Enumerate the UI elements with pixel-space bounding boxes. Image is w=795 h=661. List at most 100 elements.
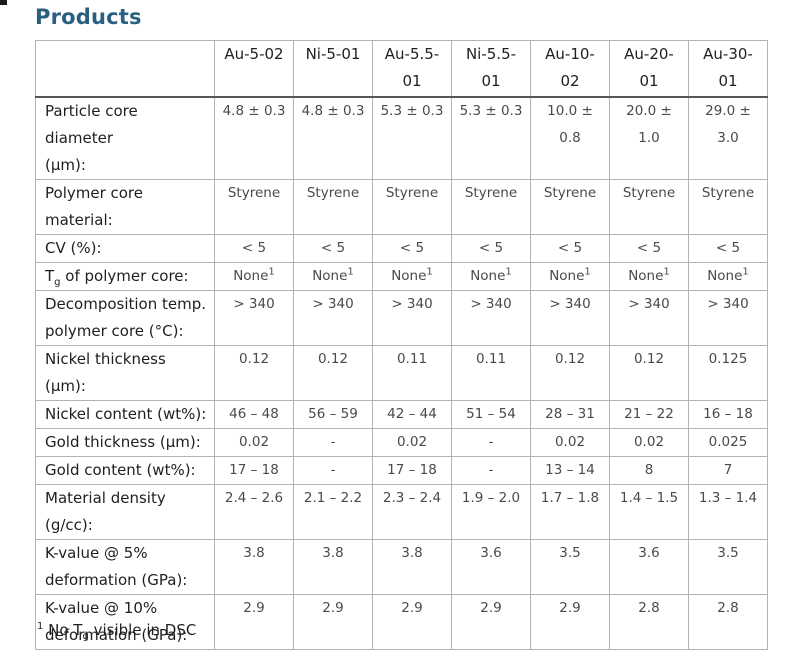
cell-value: > 340 — [451, 290, 531, 346]
cell-value: Styrene — [530, 179, 610, 235]
column-header-5: Au-10- 02 — [530, 40, 610, 98]
cell-value: > 340 — [530, 290, 610, 346]
table-row-7: Nickel content (wt%): 46 – 48 56 – 59 42 – … — [35, 400, 768, 429]
column-header-3: Au-5.5- 01 — [372, 40, 452, 98]
column-header-1: Au-5-02 — [214, 40, 294, 98]
cell-value: Styrene — [293, 179, 373, 235]
table-row-4: Tg of polymer core: None1 None1 None1 None1 N… — [35, 262, 768, 291]
row-label: K-value @ 10% deformation (GPa): — [35, 594, 215, 650]
cell-value: 1.7 – 1.8 — [530, 484, 610, 540]
cell-value: 1.4 – 1.5 — [609, 484, 689, 540]
cell-value: < 5 — [530, 234, 610, 263]
cell-value: - — [451, 456, 531, 485]
cell-value: 1.9 – 2.0 — [451, 484, 531, 540]
row-label: Gold content (wt%): — [35, 456, 215, 485]
cell-value: None1 — [688, 262, 768, 291]
row-label: Gold thickness (µm): — [35, 428, 215, 457]
cell-value: 3.5 — [530, 539, 610, 595]
cell-value: 3.8 — [372, 539, 452, 595]
corner-mark — [0, 0, 7, 5]
cell-value: 5.3 ± 0.3 — [451, 96, 531, 180]
cell-value: 56 – 59 — [293, 400, 373, 429]
cell-value: < 5 — [372, 234, 452, 263]
cell-value: 0.11 — [451, 345, 531, 401]
cell-value: Styrene — [214, 179, 294, 235]
row-label: Nickel thickness (µm): — [35, 345, 215, 401]
row-label: Tg of polymer core: — [35, 262, 215, 291]
cell-value: - — [293, 428, 373, 457]
cell-value: 0.12 — [609, 345, 689, 401]
cell-value: > 340 — [609, 290, 689, 346]
cell-value: 42 – 44 — [372, 400, 452, 429]
cell-value: 4.8 ± 0.3 — [214, 96, 294, 180]
cell-value: 17 – 18 — [372, 456, 452, 485]
cell-value: 0.12 — [530, 345, 610, 401]
table-row-5: Decomposition temp. polymer core (°C): > 3… — [35, 290, 768, 346]
cell-value: 0.125 — [688, 345, 768, 401]
cell-value: - — [451, 428, 531, 457]
cell-value: 2.8 — [688, 594, 768, 650]
cell-value: 2.9 — [530, 594, 610, 650]
cell-value: < 5 — [451, 234, 531, 263]
cell-value: Styrene — [609, 179, 689, 235]
cell-value: 2.9 — [214, 594, 294, 650]
row-label: Decomposition temp. polymer core (°C): — [35, 290, 215, 346]
cell-value: 2.9 — [372, 594, 452, 650]
cell-value: 51 – 54 — [451, 400, 531, 429]
cell-value: 7 — [688, 456, 768, 485]
cell-value: 0.02 — [609, 428, 689, 457]
cell-value: > 340 — [688, 290, 768, 346]
table-row-11: K-value @ 5% deformation (GPa): 3.8 3.8 3.8 3… — [35, 539, 768, 595]
cell-value: 21 – 22 — [609, 400, 689, 429]
cell-value: < 5 — [688, 234, 768, 263]
cell-value: 3.6 — [609, 539, 689, 595]
row-label: Nickel content (wt%): — [35, 400, 215, 429]
row-label: K-value @ 5% deformation (GPa): — [35, 539, 215, 595]
column-header-2: Ni-5-01 — [293, 40, 373, 98]
cell-value: 1.3 – 1.4 — [688, 484, 768, 540]
page-title: Products — [35, 5, 142, 29]
cell-value: 17 – 18 — [214, 456, 294, 485]
row-label: Particle core diameter (µm): — [35, 96, 215, 180]
cell-value: 2.9 — [451, 594, 531, 650]
cell-value: None1 — [530, 262, 610, 291]
cell-value: None1 — [214, 262, 294, 291]
cell-value: > 340 — [214, 290, 294, 346]
cell-value: - — [293, 456, 373, 485]
cell-value: < 5 — [609, 234, 689, 263]
table-row-6: Nickel thickness (µm): 0.12 0.12 0.11 0.11 0.… — [35, 345, 768, 401]
cell-value: 0.02 — [530, 428, 610, 457]
cell-value: None1 — [451, 262, 531, 291]
cell-value: 16 – 18 — [688, 400, 768, 429]
products-table: Au-5-02 Ni-5-01 Au-5.5- 01 Ni-5.5- 01 Au-10- 02… — [35, 40, 768, 650]
table-row-2: Polymer core material: Styrene Styrene Styre… — [35, 179, 768, 235]
row-label: Polymer core material: — [35, 179, 215, 235]
footnote: 1 No Tg visible in DSC — [37, 621, 197, 642]
cell-value: 3.8 — [214, 539, 294, 595]
cell-value: 2.3 – 2.4 — [372, 484, 452, 540]
table-row-8: Gold thickness (µm): 0.02-0.02-0.02 0.02 0.… — [35, 428, 768, 457]
cell-value: 0.02 — [214, 428, 294, 457]
column-header-7: Au-30- 01 — [688, 40, 768, 98]
cell-value: 0.025 — [688, 428, 768, 457]
column-header-4: Ni-5.5- 01 — [451, 40, 531, 98]
cell-value: 2.8 — [609, 594, 689, 650]
cell-value: 46 – 48 — [214, 400, 294, 429]
cell-value: 0.02 — [372, 428, 452, 457]
cell-value: Styrene — [451, 179, 531, 235]
cell-value: 20.0 ±1.0 — [609, 96, 689, 180]
cell-value: None1 — [609, 262, 689, 291]
table-row-1: Particle core diameter (µm): 4.8 ± 0.3 4.8 … — [35, 96, 768, 180]
cell-value: 2.4 – 2.6 — [214, 484, 294, 540]
cell-value: 0.11 — [372, 345, 452, 401]
cell-value: 28 – 31 — [530, 400, 610, 429]
cell-value: > 340 — [372, 290, 452, 346]
cell-value: < 5 — [293, 234, 373, 263]
table-row-3: CV (%): < 5 < 5 < 5 < 5 < 5 < 5 < 5 — [35, 234, 768, 263]
cell-value: 2.1 – 2.2 — [293, 484, 373, 540]
cell-value: 13 – 14 — [530, 456, 610, 485]
cell-value: 29.0 ±3.0 — [688, 96, 768, 180]
cell-value: 0.12 — [214, 345, 294, 401]
cell-value: 10.0 ±0.8 — [530, 96, 610, 180]
cell-value: 8 — [609, 456, 689, 485]
